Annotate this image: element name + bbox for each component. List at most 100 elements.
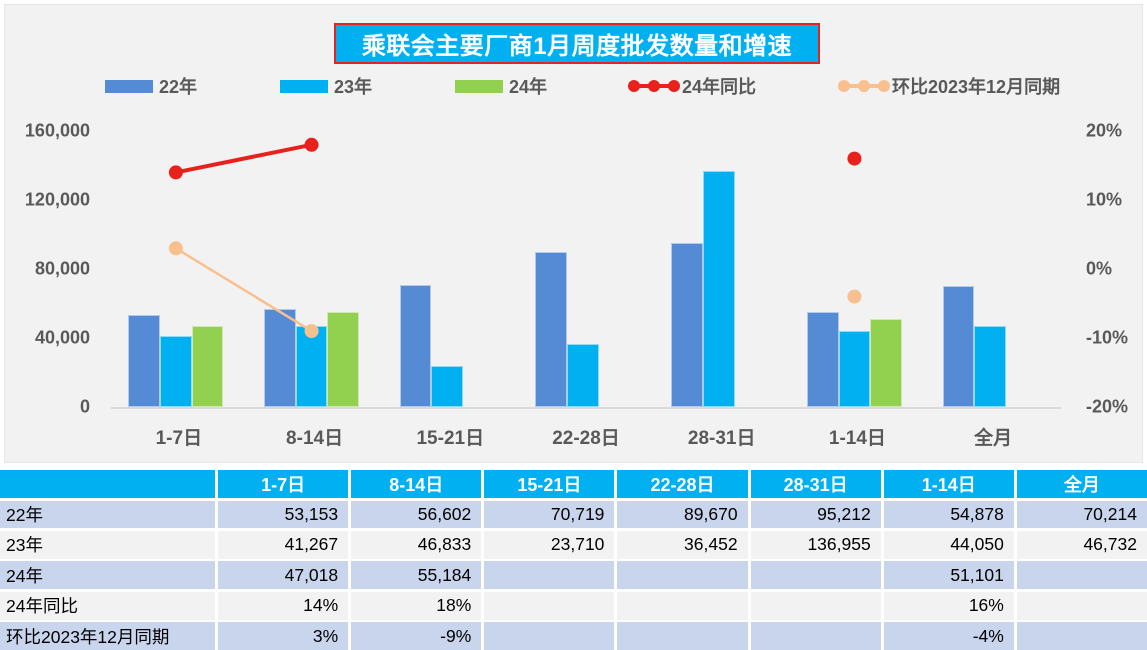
bar-24年-1-14日 — [870, 318, 902, 407]
table-cell — [1016, 591, 1147, 620]
table-cell: 54,878 — [883, 500, 1014, 529]
bar-23年-1-14日 — [838, 331, 871, 407]
right-axis-tick: -20% — [1086, 396, 1129, 417]
table-cell — [750, 561, 881, 590]
table-cell — [617, 591, 748, 620]
category-label: 22-28日 — [552, 428, 620, 449]
table-cell: 70,719 — [484, 500, 615, 529]
right-axis-tick: 10% — [1086, 189, 1123, 210]
line-point-24年同比-1-14日 — [847, 151, 862, 166]
category-label: 8-14日 — [286, 428, 344, 449]
table-cell: 44,050 — [883, 530, 1014, 559]
chart-legend: 22年 23年 24年 24年同比 环比2023年12月同期 — [5, 73, 1144, 99]
table-cell: -9% — [351, 622, 482, 650]
chart-title: 乘联会主要厂商1月周度批发数量和增速 — [334, 23, 820, 64]
table-cell: 51,101 — [883, 561, 1014, 590]
table-cell: 95,212 — [750, 500, 881, 529]
legend-line-marker-icon — [628, 80, 680, 92]
left-axis-tick: 80,000 — [34, 258, 90, 279]
table-cell — [1016, 561, 1147, 590]
table-header-cell: 1-7日 — [218, 470, 349, 498]
legend-item: 22年 — [105, 73, 197, 99]
line-point-环比2023年12月同期-8-14日 — [304, 324, 319, 339]
category-label: 15-21日 — [416, 428, 485, 449]
bar-22年-1-14日 — [806, 312, 839, 407]
table-cell: 56,602 — [351, 500, 482, 529]
line-segment-24年同比 — [175, 142, 312, 175]
bar-22年-1-7日 — [128, 315, 160, 407]
table-cell: -4% — [883, 622, 1014, 650]
left-axis-tick: 40,000 — [34, 327, 90, 348]
bar-22年-15-21日 — [399, 285, 432, 407]
table-cell — [617, 561, 748, 590]
bar-23年-28-31日 — [702, 170, 735, 407]
left-axis-tick: 160,000 — [24, 120, 90, 141]
bar-22年-28-31日 — [671, 242, 703, 407]
table-cell: 36,452 — [617, 530, 748, 559]
legend-line-marker-icon — [838, 80, 890, 92]
table-cell: 70,214 — [1016, 500, 1147, 529]
table-cell: 53,153 — [218, 500, 349, 529]
legend-bar-swatch-icon — [455, 79, 503, 93]
legend-item: 24年同比 — [628, 73, 756, 99]
bar-23年-8-14日 — [295, 326, 328, 407]
bar-22年-22-28日 — [535, 252, 568, 407]
table-cell: 46,732 — [1016, 530, 1147, 559]
table-cell: 47,018 — [218, 561, 349, 590]
table-header-cell: 1-14日 — [883, 470, 1014, 498]
bar-24年-8-14日 — [327, 311, 360, 407]
table-cell — [750, 591, 881, 620]
category-axis: 1-7日 8-14日 15-21日 22-28日 28-31日 1-14日 全月 — [111, 423, 1061, 453]
bar-23年-15-21日 — [431, 366, 464, 407]
table-row-label: 24年 — [0, 561, 215, 590]
legend-label: 24年同比 — [682, 77, 757, 97]
table-header-cell: 22-28日 — [617, 470, 748, 498]
legend-bar-swatch-icon — [105, 79, 153, 93]
table-row-label: 23年 — [0, 530, 215, 559]
table-cell — [484, 561, 615, 590]
left-axis-tick: 120,000 — [24, 189, 90, 210]
table-cell: 16% — [883, 591, 1014, 620]
legend-label: 环比2023年12月同期 — [892, 77, 1061, 97]
data-table: 1-7日 8-14日 15-21日 22-28日 28-31日 1-14日 全月 22年 53,… — [0, 470, 1147, 650]
table-cell — [484, 591, 615, 620]
table-cell: 41,267 — [218, 530, 349, 559]
table-cell — [1016, 622, 1147, 650]
category-label: 28-31日 — [687, 428, 756, 449]
table-cell: 55,184 — [351, 561, 482, 590]
legend-item: 环比2023年12月同期 — [838, 73, 1060, 99]
table-row-label: 24年同比 — [0, 591, 215, 620]
legend-label: 22年 — [159, 77, 198, 97]
table-header-cell: 15-21日 — [484, 470, 615, 498]
bar-23年-1-7日 — [160, 335, 192, 407]
line-point-24年同比-8-14日 — [304, 137, 319, 152]
category-label: 全月 — [974, 428, 1013, 449]
legend-item: 23年 — [280, 73, 372, 99]
bar-23年-全月 — [974, 326, 1006, 407]
table-header-cell: 28-31日 — [750, 470, 881, 498]
plot-area — [111, 131, 1061, 409]
bar-24年-1-7日 — [191, 325, 224, 407]
bar-22年-8-14日 — [264, 309, 296, 407]
table-cell: 18% — [351, 591, 482, 620]
table-header-corner — [0, 470, 215, 498]
table-cell: 89,670 — [617, 500, 748, 529]
category-label: 1-7日 — [155, 428, 203, 449]
table-cell: 136,955 — [750, 530, 881, 559]
table-row-label: 22年 — [0, 500, 215, 529]
line-point-环比2023年12月同期-1-14日 — [847, 289, 862, 304]
right-axis-tick: -10% — [1086, 327, 1129, 348]
table-cell — [484, 622, 615, 650]
legend-bar-swatch-icon — [280, 79, 328, 93]
legend-label: 24年 — [509, 77, 548, 97]
line-point-24年同比-1-7日 — [168, 165, 183, 180]
line-segment-环比2023年12月同期 — [175, 247, 313, 333]
legend-label: 23年 — [334, 77, 373, 97]
table-row-label: 环比2023年12月同期 — [0, 622, 215, 650]
right-axis-tick: 0% — [1086, 258, 1113, 279]
lines-layer — [168, 137, 862, 339]
table-cell: 46,833 — [351, 530, 482, 559]
line-point-环比2023年12月同期-1-7日 — [168, 241, 183, 256]
table-cell: 23,710 — [484, 530, 615, 559]
legend-item: 24年 — [455, 73, 547, 99]
